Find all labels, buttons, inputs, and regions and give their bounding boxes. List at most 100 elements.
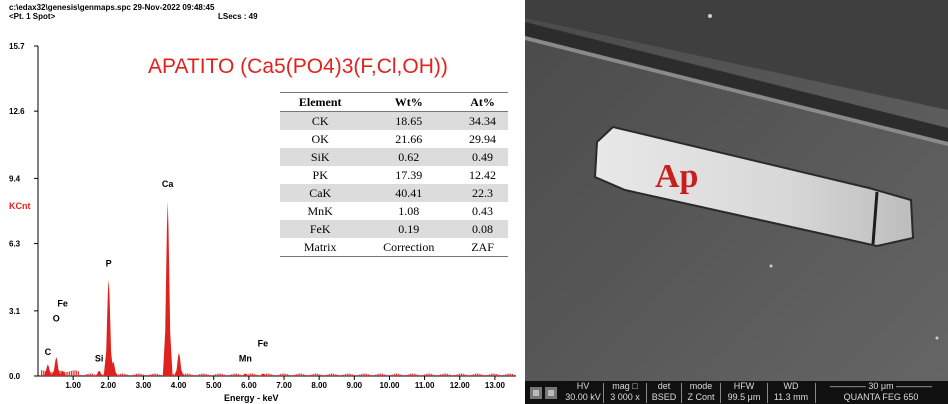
peak-label: Si — [95, 353, 104, 363]
peak-label: Ca — [162, 179, 174, 189]
col-header-at: At% — [457, 92, 508, 112]
x-tick-label: 9.00 — [347, 381, 363, 390]
x-tick-label: 1.00 — [65, 381, 81, 390]
spectrum-peak — [42, 364, 53, 376]
table-row: MnK 1.08 0.43 — [280, 202, 508, 220]
sem-micrograph — [525, 0, 948, 404]
table-cell: OK — [311, 131, 329, 146]
x-tick-label: 11.00 — [415, 381, 435, 390]
peak-label: Fe — [57, 299, 68, 309]
table-cell: 12.42 — [469, 167, 497, 182]
spectrum-peak — [103, 279, 114, 376]
col-header-wt: Wt% — [360, 92, 458, 112]
table-cell: ZAF — [457, 238, 508, 257]
y-tick-label: 3.1 — [9, 307, 21, 316]
spectrum-peak — [57, 370, 68, 376]
x-tick-label: 3.00 — [136, 381, 152, 390]
table-cell: 0.08 — [457, 220, 508, 238]
col-header-element: Element — [280, 92, 361, 112]
spectrum-peak — [174, 352, 184, 376]
band-edge — [525, 36, 948, 146]
spectrum-spot-label: <Pt. 1 Spot> — [9, 12, 56, 21]
table-cell: 0.43 — [472, 203, 494, 218]
table-cell: 21.66 — [395, 131, 423, 146]
peak-label: C — [45, 347, 52, 357]
databar-hv: HV 30.00 kV — [565, 381, 601, 402]
table-row: PK 17.39 12.42 — [280, 166, 508, 184]
databar-separator — [720, 383, 721, 403]
peak-label: O — [53, 313, 60, 323]
mineral-label: Ap — [655, 158, 699, 195]
databar-separator — [815, 383, 816, 403]
x-tick-label: 6.00 — [241, 381, 257, 390]
eds-spectrum-chart: 15.7 12.6 9.4 6.3 3.1 0.0 1.00 2.00 3.00 4.00 5.00… — [9, 42, 516, 390]
peak-label: Fe — [258, 339, 269, 349]
micrograph-image — [525, 0, 948, 404]
table-row: Matrix Correction ZAF — [280, 238, 508, 257]
composition-table: Element Wt% At% CK 18.65 34.34 OK 21.66 … — [280, 92, 508, 257]
y-axis-label: KCnt — [9, 201, 31, 211]
databar-hfw: HFW 99.5 μm — [727, 381, 761, 402]
apatite-crystal — [593, 125, 915, 248]
sem-databar: HV 30.00 kV mag □ 3 000 x det BSED mode Z Co… — [525, 381, 948, 404]
databar-scalebar: ———— 30 μm ———— QUANTA FEG 650 — [829, 381, 933, 402]
table-cell: SiK — [280, 148, 361, 166]
table-cell: 0.19 — [360, 220, 458, 238]
x-tick-label: 13.00 — [485, 381, 506, 390]
x-axis-label: Energy - keV — [224, 393, 279, 403]
databar-separator — [767, 383, 768, 403]
spectrum-peak — [108, 361, 119, 376]
databar-mag: mag □ 3 000 x — [610, 381, 640, 402]
table-cell: 22.3 — [457, 184, 508, 202]
table-cell: Correction — [360, 238, 458, 257]
table-cell: 1.08 — [398, 203, 420, 218]
table-row: OK 21.66 29.94 — [280, 130, 508, 148]
databar-det: det BSED — [651, 381, 677, 402]
databar-wd: WD 11.3 mm — [773, 381, 809, 402]
x-tick-label: 4.00 — [171, 381, 187, 390]
table-cell: 0.62 — [360, 148, 458, 166]
x-tick-label: 5.00 — [206, 381, 222, 390]
table-cell: MnK — [307, 203, 333, 218]
peak-label: P — [106, 259, 112, 269]
crystal-fracture — [871, 191, 879, 245]
spectrum-peak — [162, 201, 173, 376]
chart-title: APATITO (Ca5(PO4)3(F,Cl,OH)) — [148, 55, 448, 78]
table-row: CK 18.65 34.34 — [280, 111, 508, 130]
x-tick-label: 12.00 — [450, 381, 471, 390]
databar-separator — [603, 383, 604, 403]
diagonal-band — [525, 22, 948, 142]
table-row: SiK 0.62 0.49 — [280, 148, 508, 166]
spectrum-live-seconds: LSecs : 49 — [218, 12, 258, 21]
table-row: FeK 0.19 0.08 — [280, 220, 508, 238]
y-tick-label: 15.7 — [9, 42, 25, 51]
table-cell: 29.94 — [469, 131, 497, 146]
speck — [708, 14, 712, 18]
table-cell: 34.34 — [457, 111, 508, 130]
x-tick-label: 8.00 — [311, 381, 327, 390]
upper-region — [525, 0, 948, 110]
x-tick-label: 7.00 — [276, 381, 292, 390]
x-tick-label: 2.00 — [101, 381, 117, 390]
speck — [935, 336, 939, 340]
y-tick-label: 0.0 — [9, 372, 21, 381]
databar-separator — [681, 383, 682, 403]
table-cell: Matrix — [280, 238, 361, 257]
y-tick-label: 9.4 — [9, 174, 21, 183]
table-cell: 18.65 — [360, 111, 458, 130]
spectrum-peak — [240, 373, 251, 376]
table-cell: PK — [312, 167, 328, 182]
spectrum-peak — [258, 373, 268, 376]
table-cell: 17.39 — [395, 167, 423, 182]
y-tick-label: 12.6 — [9, 107, 25, 116]
databar-mode: mode Z Cont — [687, 381, 715, 402]
table-header-row: Element Wt% At% — [280, 92, 508, 112]
table-cell: CaK — [280, 184, 361, 202]
table-cell: CK — [280, 111, 361, 130]
spectrum-peak — [94, 370, 105, 376]
spectrum-peak — [51, 357, 62, 376]
databar-logo-icon — [529, 387, 559, 402]
databar-separator — [646, 383, 647, 403]
eds-spectrum-panel: c:\edax32\genesis\genmaps.spc 29-Nov-202… — [9, 3, 516, 403]
table-cell: 0.49 — [457, 148, 508, 166]
